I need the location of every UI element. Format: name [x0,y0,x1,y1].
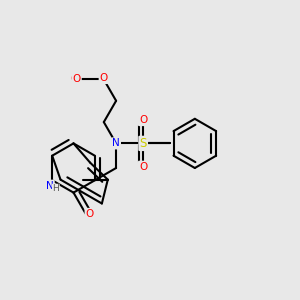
Text: S: S [140,137,147,150]
Text: H: H [52,184,59,193]
Text: O: O [139,162,147,172]
Text: O: O [139,115,147,125]
Text: N: N [112,138,120,148]
Text: N: N [46,181,54,191]
Text: O: O [70,74,79,85]
Text: O: O [85,209,94,219]
Text: O: O [100,73,108,83]
Text: O: O [73,74,81,85]
